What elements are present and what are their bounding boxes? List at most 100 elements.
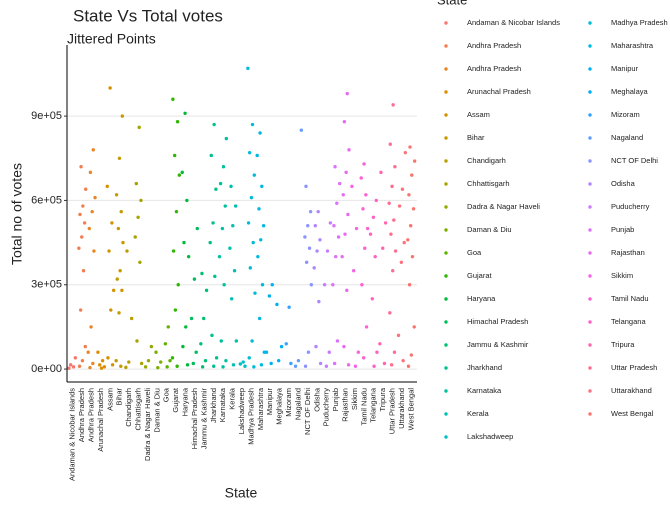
point — [406, 364, 411, 368]
point — [351, 268, 356, 273]
point — [175, 364, 179, 368]
legend-label: Uttar Pradesh — [611, 363, 657, 372]
point — [68, 363, 73, 367]
point — [392, 350, 397, 354]
legend-label: Lakshadweep — [467, 432, 513, 441]
point — [149, 344, 154, 349]
point — [379, 170, 383, 175]
point — [204, 288, 209, 293]
point — [342, 120, 347, 124]
legend-marker — [444, 274, 448, 278]
point — [249, 195, 254, 200]
point — [345, 91, 349, 96]
point — [256, 254, 260, 259]
point — [399, 260, 404, 264]
point — [332, 224, 336, 228]
point — [208, 240, 212, 245]
x-tick-label: Tamil Nadu — [359, 388, 368, 426]
point — [304, 184, 308, 189]
legend-label: Andhra Pradesh — [467, 41, 521, 50]
point — [228, 246, 232, 250]
point — [115, 277, 119, 281]
legend-marker — [444, 366, 448, 370]
point — [370, 297, 375, 301]
point — [139, 198, 143, 203]
point — [378, 342, 382, 346]
x-tick-label: Goa — [162, 387, 171, 402]
point — [337, 181, 342, 186]
point — [185, 363, 190, 367]
point — [175, 120, 180, 124]
point — [114, 193, 119, 197]
point — [67, 366, 71, 370]
legend-label: Andhra Pradesh — [467, 64, 521, 73]
point — [246, 221, 251, 225]
legend-label: Karnataka — [467, 386, 502, 395]
point — [257, 207, 261, 211]
point — [252, 173, 256, 177]
legend-label: Chhattisgarh — [467, 179, 510, 188]
point — [293, 364, 298, 368]
point — [260, 184, 264, 189]
point — [172, 153, 177, 158]
point — [183, 111, 187, 115]
legend-marker — [588, 274, 592, 278]
point — [374, 198, 378, 203]
point — [335, 339, 340, 343]
point — [388, 142, 392, 146]
y-tick-label: 0e+00 — [31, 363, 62, 375]
point — [241, 360, 245, 364]
point — [387, 201, 391, 205]
point — [114, 358, 118, 363]
legend-label: Andaman & Nicobar Islands — [467, 18, 560, 27]
point — [110, 363, 115, 367]
point — [136, 215, 140, 219]
x-tick-label: Kerala — [228, 387, 237, 410]
x-tick-label: Andhra Pradesh — [86, 388, 95, 442]
point — [251, 240, 255, 245]
point — [364, 325, 369, 329]
point — [78, 308, 83, 312]
point — [382, 361, 387, 366]
point — [383, 221, 388, 225]
point — [261, 224, 266, 228]
point — [396, 333, 401, 338]
point — [257, 316, 262, 321]
legend-marker — [444, 21, 448, 25]
point — [200, 271, 204, 276]
point — [318, 361, 323, 366]
point — [402, 240, 406, 245]
point — [401, 358, 405, 363]
point — [134, 181, 139, 186]
point — [194, 350, 198, 354]
point — [82, 221, 87, 225]
point — [356, 350, 361, 354]
point — [116, 226, 121, 231]
point — [91, 148, 95, 152]
point — [221, 365, 225, 369]
point — [270, 283, 274, 287]
point — [84, 187, 88, 191]
point — [299, 128, 304, 132]
point — [391, 268, 395, 273]
legend-marker — [444, 159, 448, 163]
legend-marker — [588, 136, 592, 140]
legend-marker — [588, 205, 592, 209]
x-tick-label: Dadra & Nagar Haveli — [143, 388, 152, 461]
point — [412, 325, 416, 329]
legend-marker — [588, 320, 592, 324]
x-tick-label: Karnataka — [218, 387, 227, 422]
point — [117, 311, 121, 315]
point — [92, 249, 96, 253]
x-tick-label: Meghalaya — [275, 387, 284, 425]
point — [73, 356, 78, 360]
point — [80, 358, 85, 363]
legend-marker — [588, 343, 592, 347]
point — [77, 364, 82, 368]
point — [83, 344, 88, 349]
legend-marker — [588, 67, 592, 71]
point — [250, 339, 254, 343]
point — [108, 86, 112, 90]
x-tick-label: Tripura — [378, 387, 387, 411]
